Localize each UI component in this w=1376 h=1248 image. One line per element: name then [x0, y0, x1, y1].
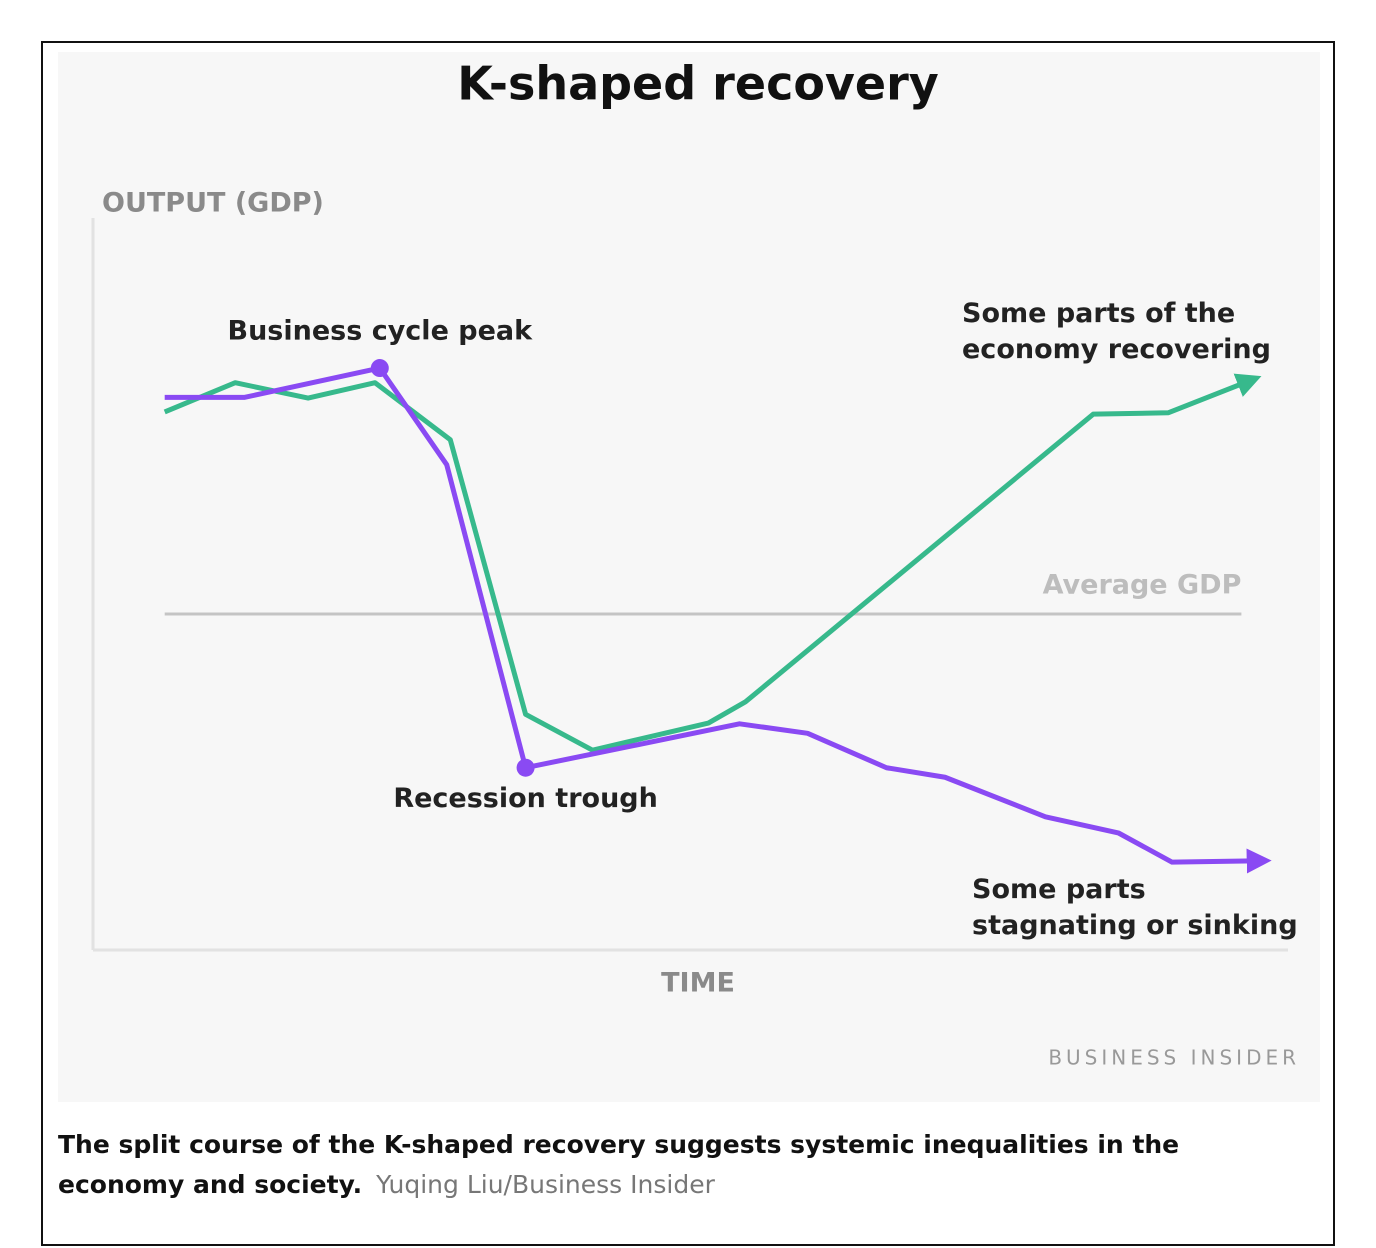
chart-title: K-shaped recovery: [457, 57, 939, 111]
series-label: Some parts stagnating or sinking: [972, 874, 1298, 941]
reference-label: Average GDP: [1043, 570, 1242, 601]
x-axis-label: TIME: [661, 968, 735, 999]
caption: The split course of the K-shaped recover…: [58, 1125, 1308, 1205]
source: BUSINESS INSIDER: [1048, 1046, 1300, 1070]
series-label: Some parts of the economy recovering: [962, 298, 1271, 365]
chart-panel: [58, 52, 1320, 1102]
caption-text: The split course of the K-shaped recover…: [58, 1130, 1180, 1199]
caption-credit: Yuqing Liu/Business Insider: [376, 1170, 715, 1199]
annotation-dot: [516, 758, 535, 777]
annotation-dot: [370, 359, 389, 378]
annotation-label: Business cycle peak: [228, 316, 534, 347]
series-line: [163, 373, 1262, 753]
y-axis-label: OUTPUT (GDP): [102, 188, 324, 219]
annotation-label: Recession trough: [393, 783, 658, 814]
